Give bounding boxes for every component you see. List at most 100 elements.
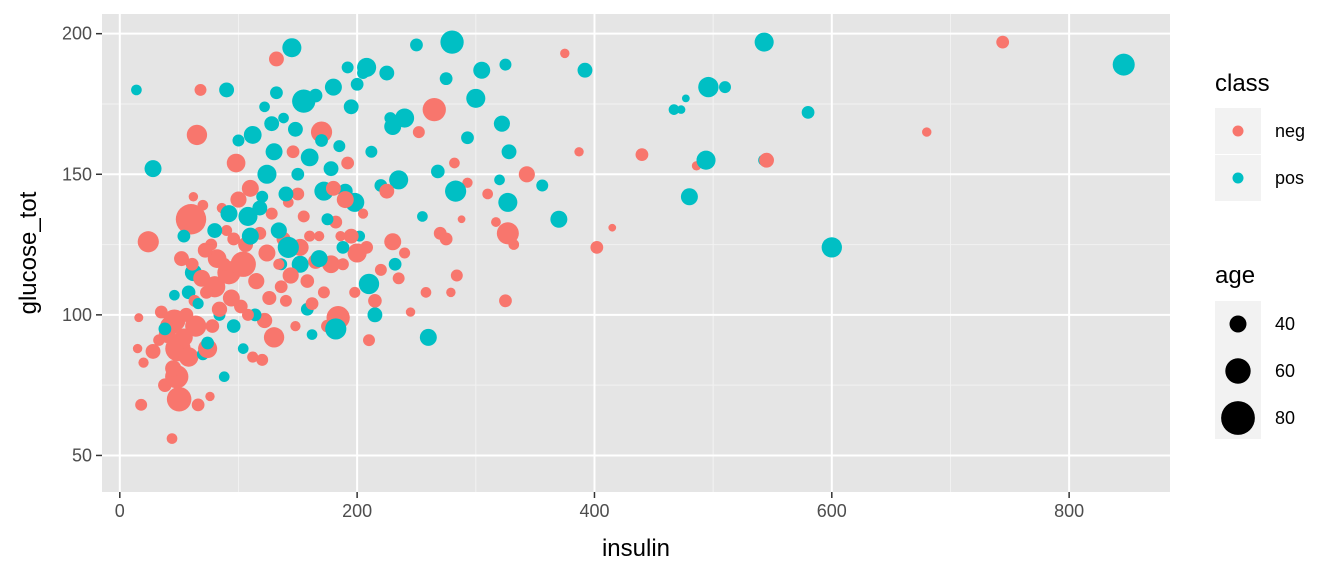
data-point-neg bbox=[374, 263, 387, 276]
data-point-pos bbox=[287, 121, 303, 137]
data-point-neg bbox=[230, 251, 256, 277]
data-point-pos bbox=[144, 160, 162, 178]
data-point-pos bbox=[367, 307, 383, 323]
data-point-neg bbox=[759, 152, 774, 168]
data-point-pos bbox=[220, 205, 238, 223]
y-tick-label: 200 bbox=[62, 24, 92, 44]
data-point-neg bbox=[191, 398, 205, 412]
data-point-pos bbox=[357, 57, 377, 77]
data-point-neg bbox=[248, 273, 265, 290]
data-point-neg bbox=[273, 258, 285, 270]
data-point-neg bbox=[193, 269, 211, 287]
x-tick-label: 400 bbox=[579, 501, 609, 521]
data-point-pos bbox=[264, 116, 280, 132]
data-point-neg bbox=[186, 124, 208, 146]
data-point-neg bbox=[420, 287, 432, 298]
data-point-pos bbox=[1112, 53, 1135, 76]
data-point-pos bbox=[300, 148, 319, 167]
data-point-neg bbox=[166, 386, 192, 412]
data-point-neg bbox=[166, 433, 178, 444]
data-point-neg bbox=[205, 391, 215, 402]
data-point-pos bbox=[698, 76, 719, 98]
data-point-neg bbox=[922, 127, 932, 137]
data-point-neg bbox=[357, 208, 369, 219]
data-point-neg bbox=[496, 222, 519, 245]
class-legend-title: class bbox=[1215, 70, 1270, 97]
y-tick-label: 100 bbox=[62, 305, 92, 325]
data-point-neg bbox=[132, 343, 143, 354]
data-point-neg bbox=[135, 398, 148, 411]
data-point-pos bbox=[431, 164, 445, 179]
class-legend-swatch-neg bbox=[1232, 125, 1244, 137]
data-point-neg bbox=[174, 328, 193, 347]
data-point-neg bbox=[304, 230, 316, 242]
data-point-neg bbox=[335, 230, 346, 242]
data-point-pos bbox=[419, 328, 437, 346]
data-point-neg bbox=[265, 207, 278, 220]
y-axis-title: glucose_tot bbox=[15, 191, 42, 314]
data-point-neg bbox=[574, 147, 584, 157]
data-point-pos bbox=[158, 322, 172, 336]
y-tick-label: 50 bbox=[72, 445, 92, 465]
data-point-neg bbox=[282, 267, 299, 284]
data-point-pos bbox=[256, 190, 269, 203]
data-point-pos bbox=[410, 38, 423, 52]
data-point-neg bbox=[368, 293, 382, 308]
data-point-pos bbox=[501, 144, 517, 160]
data-point-pos bbox=[291, 255, 309, 273]
data-point-pos bbox=[315, 134, 328, 147]
data-point-neg bbox=[145, 343, 161, 359]
data-point-neg bbox=[349, 286, 361, 298]
data-point-neg bbox=[457, 215, 466, 224]
data-point-pos bbox=[323, 161, 339, 177]
data-point-neg bbox=[138, 357, 149, 368]
data-point-pos bbox=[259, 101, 270, 113]
age-legend-label: 40 bbox=[1275, 314, 1295, 334]
data-point-pos bbox=[310, 250, 328, 268]
data-point-pos bbox=[241, 227, 259, 245]
data-point-neg bbox=[217, 257, 231, 271]
age-legend: age 40 60 80 bbox=[1215, 262, 1295, 439]
data-point-pos bbox=[270, 86, 283, 100]
data-point-pos bbox=[365, 145, 378, 158]
class-legend: class neg pos bbox=[1215, 70, 1305, 201]
data-point-pos bbox=[343, 99, 359, 115]
data-point-neg bbox=[996, 35, 1010, 49]
age-legend-swatch bbox=[1221, 401, 1255, 435]
class-legend-swatch-pos bbox=[1232, 172, 1244, 184]
data-point-neg bbox=[336, 191, 354, 209]
data-point-neg bbox=[178, 347, 199, 367]
data-point-pos bbox=[498, 192, 518, 212]
x-tick-label: 0 bbox=[115, 501, 125, 521]
data-point-neg bbox=[258, 244, 276, 262]
y-tick-label: 150 bbox=[62, 164, 92, 184]
data-point-neg bbox=[635, 148, 649, 161]
data-point-neg bbox=[341, 156, 355, 170]
data-point-neg bbox=[412, 126, 425, 139]
data-point-neg bbox=[175, 204, 207, 235]
data-point-pos bbox=[232, 134, 245, 147]
data-point-neg bbox=[450, 269, 463, 282]
x-tick-label: 600 bbox=[817, 501, 847, 521]
data-point-neg bbox=[405, 307, 416, 317]
data-point-neg bbox=[336, 258, 349, 271]
data-point-pos bbox=[499, 58, 512, 71]
data-point-neg bbox=[291, 187, 305, 201]
data-point-neg bbox=[227, 232, 241, 246]
data-point-pos bbox=[445, 180, 467, 202]
data-point-pos bbox=[417, 211, 428, 222]
data-point-neg bbox=[590, 240, 604, 254]
data-point-neg bbox=[560, 48, 570, 59]
data-point-neg bbox=[343, 228, 359, 244]
data-point-pos bbox=[350, 77, 364, 91]
data-point-pos bbox=[131, 84, 142, 96]
data-point-neg bbox=[188, 192, 199, 202]
data-point-neg bbox=[174, 251, 189, 267]
data-point-pos bbox=[389, 170, 409, 190]
data-point-neg bbox=[263, 327, 285, 348]
data-point-pos bbox=[219, 82, 235, 98]
data-point-pos bbox=[278, 186, 294, 202]
data-point-neg bbox=[499, 294, 512, 308]
age-legend-label: 60 bbox=[1275, 361, 1295, 381]
data-point-neg bbox=[211, 301, 228, 317]
